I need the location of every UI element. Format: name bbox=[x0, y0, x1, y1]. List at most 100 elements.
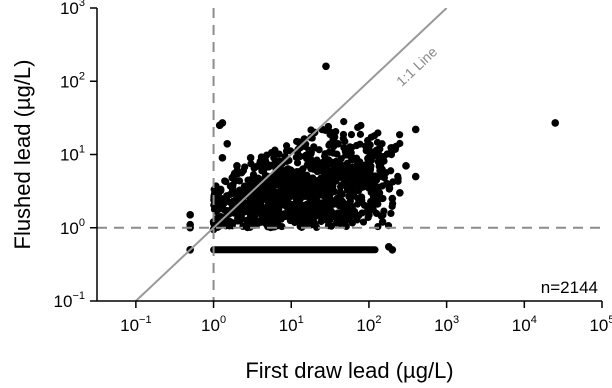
data-point bbox=[387, 209, 395, 218]
data-point bbox=[229, 181, 237, 189]
data-point bbox=[256, 157, 265, 166]
data-point bbox=[293, 208, 302, 217]
data-point bbox=[239, 167, 248, 175]
x-tick-label: 101 bbox=[279, 314, 304, 335]
data-point bbox=[383, 179, 391, 188]
data-point bbox=[357, 172, 366, 181]
data-point bbox=[396, 139, 404, 148]
data-point bbox=[318, 215, 326, 223]
data-point bbox=[287, 171, 296, 179]
data-point bbox=[388, 147, 396, 155]
data-point bbox=[222, 219, 230, 228]
data-point bbox=[228, 174, 236, 182]
data-point bbox=[347, 130, 356, 139]
y-axis-label: Flushed lead (µg/L) bbox=[10, 60, 35, 250]
data-point bbox=[345, 193, 353, 201]
data-point bbox=[325, 148, 333, 156]
x-tick-label: 105 bbox=[589, 314, 612, 335]
data-point bbox=[249, 171, 258, 179]
data-point bbox=[313, 156, 321, 164]
data-point bbox=[370, 132, 379, 140]
data-point bbox=[365, 211, 373, 219]
data-point bbox=[277, 184, 285, 193]
data-point bbox=[324, 193, 332, 201]
data-point bbox=[240, 182, 249, 190]
data-point bbox=[304, 181, 312, 189]
data-point bbox=[380, 157, 388, 165]
data-point bbox=[347, 185, 355, 193]
data-point bbox=[250, 203, 259, 211]
data-point bbox=[357, 121, 365, 130]
y-tick-label: 10−1 bbox=[54, 290, 85, 311]
data-point bbox=[326, 204, 334, 212]
points-layer bbox=[186, 62, 560, 254]
data-point bbox=[365, 184, 373, 192]
data-point bbox=[394, 175, 402, 183]
data-point bbox=[229, 197, 237, 205]
data-point bbox=[360, 201, 369, 209]
data-point bbox=[218, 154, 227, 162]
data-point bbox=[373, 138, 382, 146]
data-point bbox=[318, 166, 326, 175]
data-point bbox=[359, 218, 368, 226]
data-point bbox=[389, 178, 397, 186]
data-point bbox=[378, 172, 387, 181]
data-point bbox=[366, 205, 374, 213]
data-point bbox=[304, 219, 313, 227]
data-point bbox=[304, 203, 312, 211]
labels-layer: 1:1 Line 10−1 100 101 102 103 10−1 100 101 102 103… bbox=[10, 0, 612, 383]
data-point bbox=[334, 139, 342, 148]
data-point bbox=[339, 134, 347, 143]
x-tick-label: 104 bbox=[512, 314, 537, 335]
data-point bbox=[291, 218, 299, 226]
data-point bbox=[323, 217, 332, 225]
data-point bbox=[322, 62, 330, 71]
data-point bbox=[283, 189, 292, 197]
data-point bbox=[324, 185, 333, 194]
data-point bbox=[301, 192, 309, 200]
data-point bbox=[358, 209, 366, 217]
data-point bbox=[364, 173, 372, 181]
y-tick-label: 102 bbox=[60, 70, 85, 91]
data-point bbox=[333, 150, 341, 158]
x-axis-label: First draw lead (µg/L) bbox=[245, 358, 453, 383]
lines-layer bbox=[97, 8, 602, 301]
data-point bbox=[233, 162, 241, 170]
data-point bbox=[221, 177, 229, 185]
data-point bbox=[353, 162, 361, 170]
x-tick-label: 102 bbox=[356, 314, 381, 335]
data-point bbox=[307, 165, 315, 173]
data-point bbox=[411, 125, 420, 134]
data-point bbox=[411, 172, 420, 181]
y-tick-label: 103 bbox=[60, 0, 85, 18]
data-point bbox=[341, 218, 350, 226]
data-point bbox=[211, 194, 219, 202]
data-point bbox=[336, 215, 344, 223]
data-point bbox=[290, 178, 299, 186]
data-point bbox=[307, 157, 315, 166]
data-point bbox=[334, 196, 342, 204]
x-tick-label: 100 bbox=[201, 314, 226, 335]
data-point bbox=[364, 136, 372, 145]
data-point bbox=[250, 217, 258, 225]
data-point bbox=[333, 209, 342, 217]
data-point bbox=[217, 187, 225, 195]
data-point bbox=[378, 218, 387, 226]
x-tick-label: 103 bbox=[434, 314, 459, 335]
data-point bbox=[308, 208, 316, 216]
data-point bbox=[227, 218, 235, 227]
data-point bbox=[241, 208, 249, 216]
data-point bbox=[340, 118, 348, 126]
data-point bbox=[378, 165, 386, 173]
data-point bbox=[364, 165, 372, 173]
data-point bbox=[263, 196, 271, 205]
data-point bbox=[373, 187, 381, 195]
data-point bbox=[246, 154, 255, 162]
y-tick-label: 100 bbox=[60, 217, 85, 238]
data-point bbox=[327, 177, 335, 185]
data-point bbox=[275, 171, 284, 180]
one-to-one-line bbox=[135, 8, 448, 301]
data-point bbox=[263, 178, 271, 186]
data-point bbox=[247, 160, 255, 168]
